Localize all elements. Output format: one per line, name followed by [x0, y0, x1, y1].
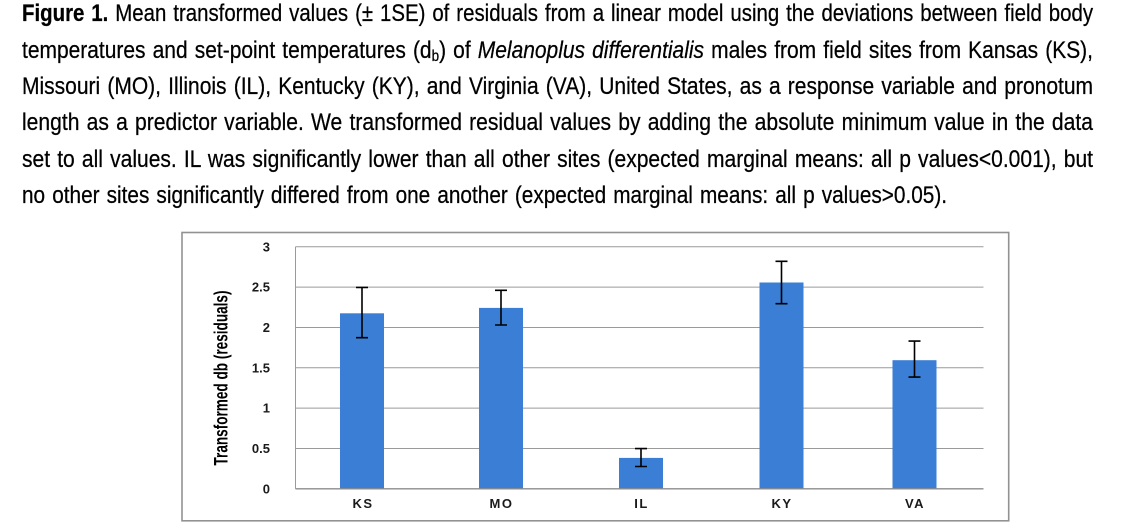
svg-text:IL: IL	[634, 496, 649, 511]
svg-text:Transformed db (residuals): Transformed db (residuals)	[211, 291, 233, 466]
svg-text:KY: KY	[771, 496, 792, 511]
svg-text:0.5: 0.5	[252, 441, 270, 456]
svg-text:MO: MO	[490, 496, 514, 511]
svg-text:2.5: 2.5	[252, 280, 270, 295]
svg-text:2: 2	[263, 320, 270, 335]
svg-text:VA: VA	[905, 496, 925, 511]
svg-text:1: 1	[263, 401, 270, 416]
svg-text:0: 0	[263, 481, 270, 496]
svg-text:KS: KS	[352, 496, 373, 511]
svg-text:3: 3	[263, 239, 270, 254]
svg-text:1.5: 1.5	[252, 360, 270, 375]
